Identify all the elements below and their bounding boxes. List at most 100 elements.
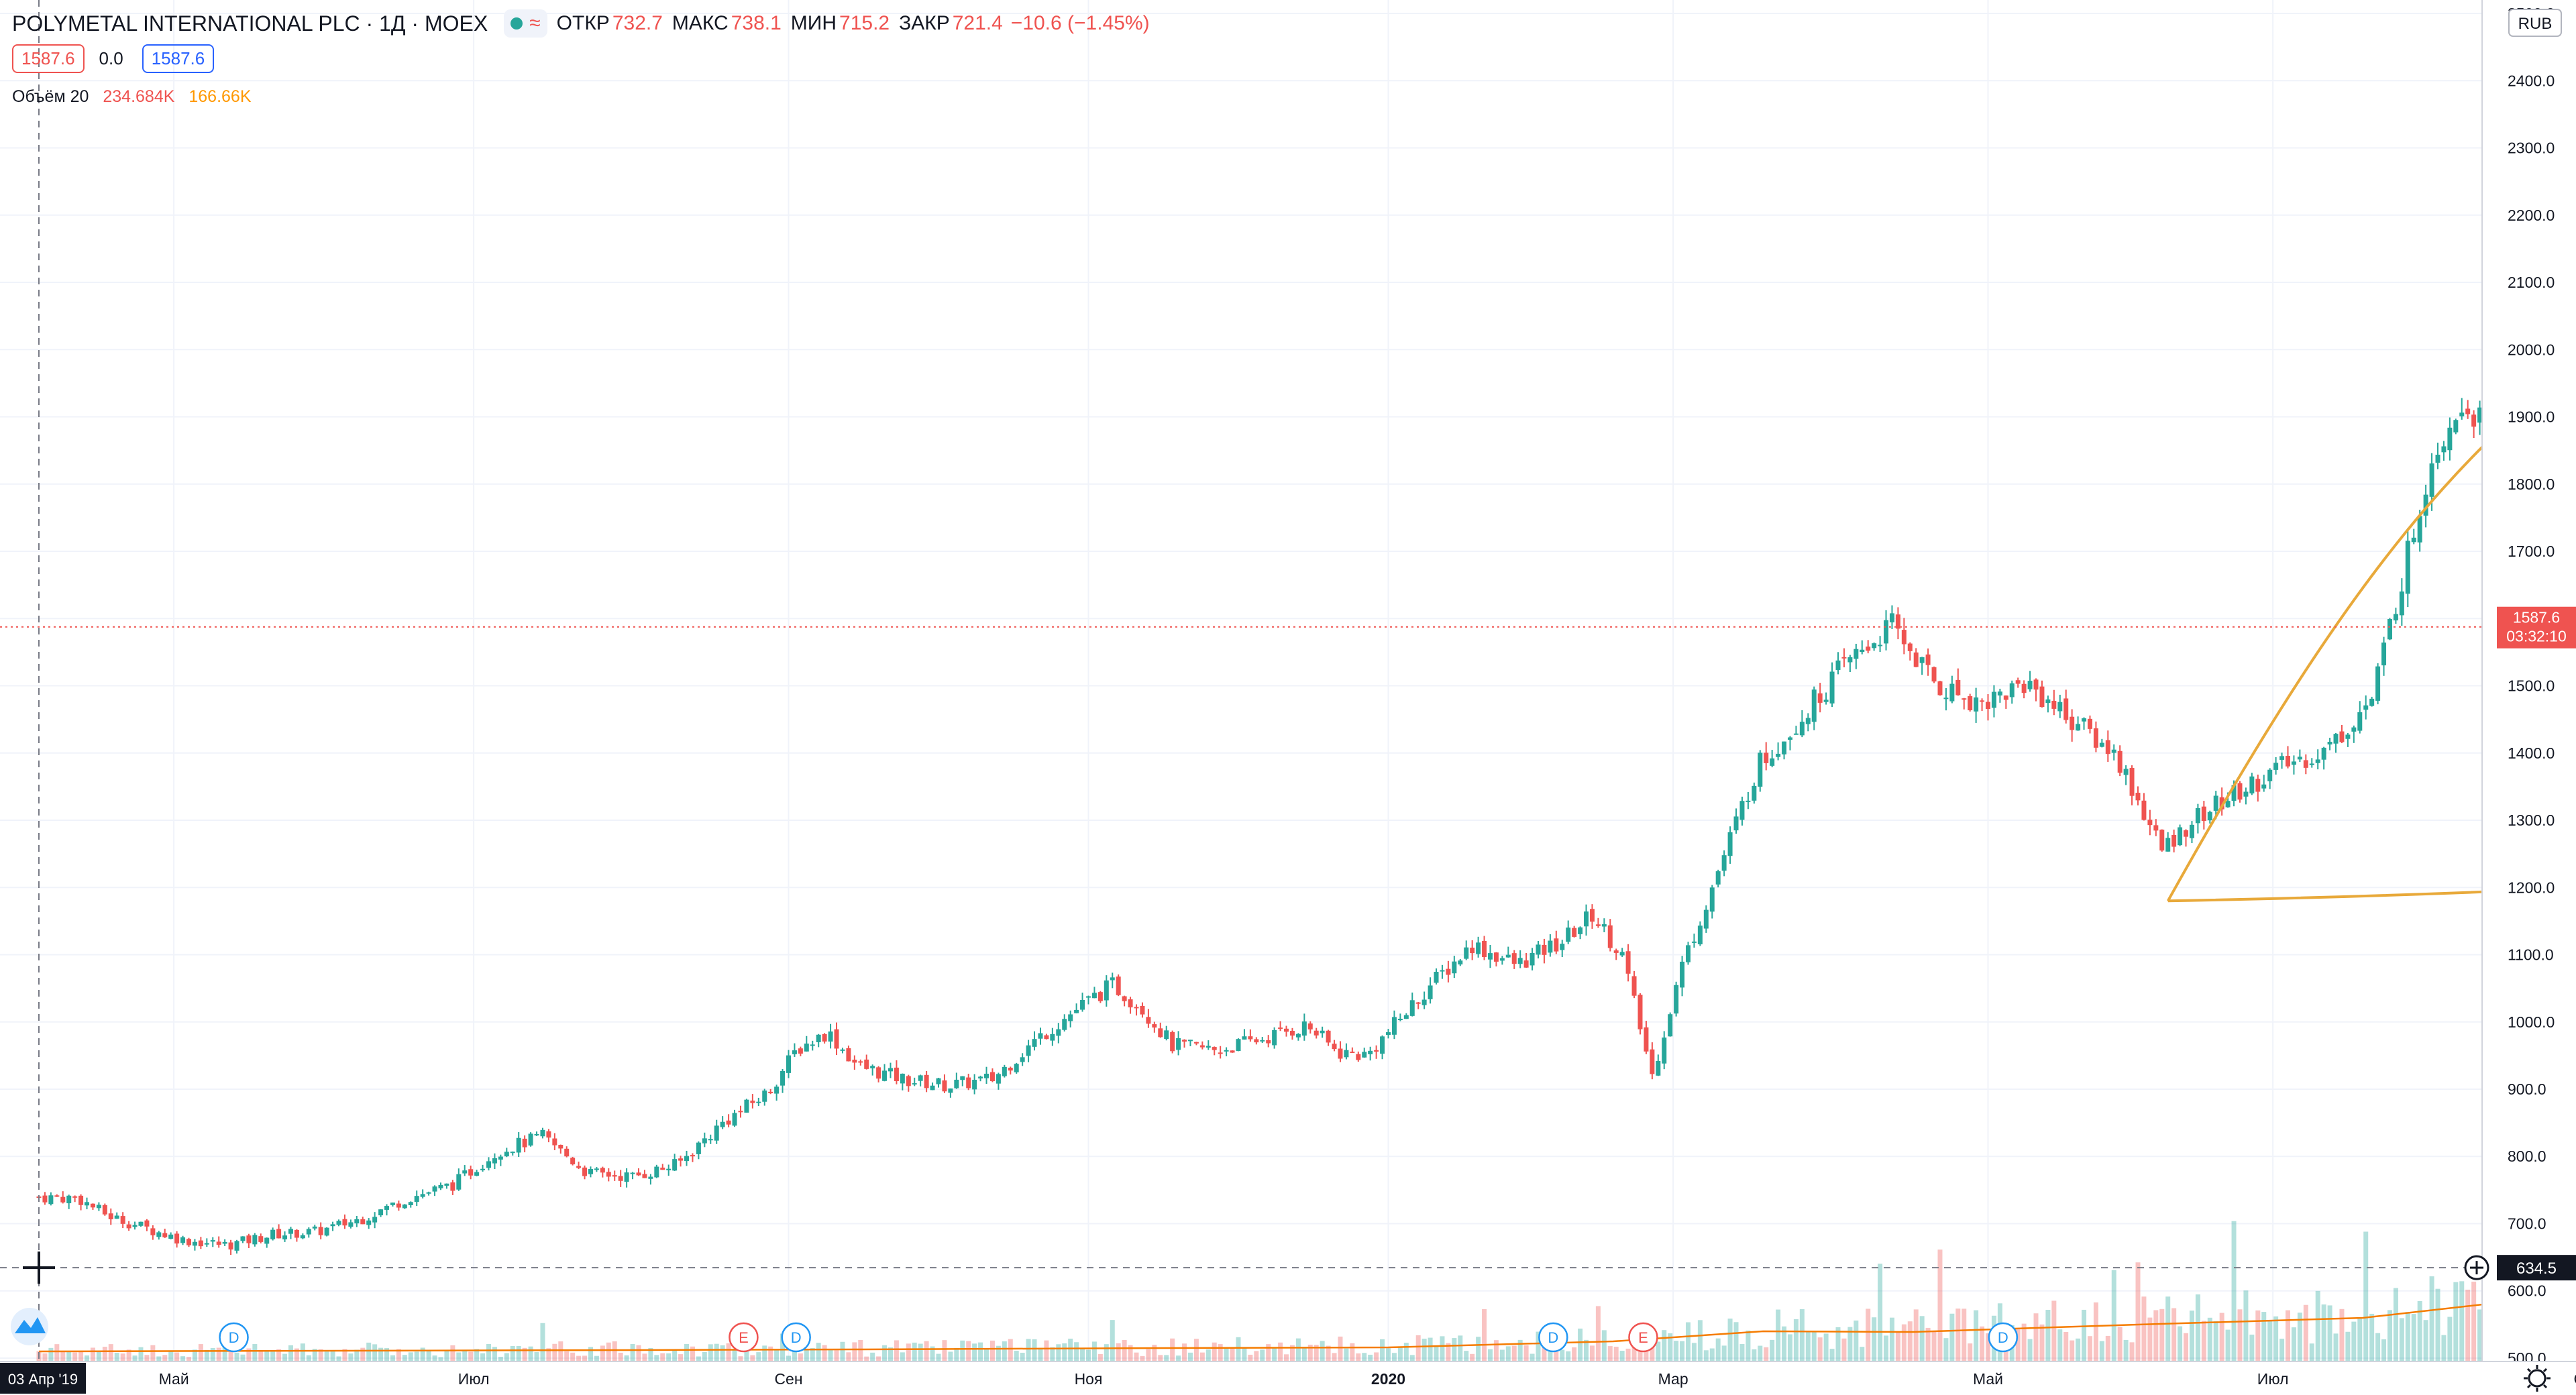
candle-body	[1332, 1044, 1337, 1050]
candle-body	[2279, 756, 2285, 760]
candle-body	[714, 1125, 719, 1141]
volume-bar	[654, 1355, 659, 1361]
volume-bar	[2339, 1308, 2345, 1361]
volume-legend[interactable]: Объём 20 234.684K 166.66K	[12, 87, 252, 107]
candle-body	[1091, 993, 1097, 999]
candle-body	[1566, 928, 1571, 942]
high-value: 738.1	[731, 12, 782, 34]
candle-body	[660, 1167, 665, 1170]
candle-body	[2303, 760, 2308, 768]
tradingview-logo[interactable]	[11, 1308, 48, 1345]
volume-bar	[1793, 1319, 1799, 1361]
volume-bar	[1320, 1341, 1325, 1361]
candle-body	[1164, 1030, 1169, 1040]
volume-bar	[2111, 1270, 2116, 1361]
volume-bar	[1986, 1333, 1990, 1361]
drawings[interactable]	[2166, 89, 2576, 903]
candle-body	[1517, 958, 1523, 964]
earnings-marker[interactable]	[729, 1322, 759, 1353]
candle-body	[162, 1233, 168, 1237]
candle-body	[2057, 702, 2063, 712]
volume-bar	[1470, 1353, 1475, 1361]
volume-bar	[1968, 1343, 1973, 1361]
volume-bar	[768, 1346, 773, 1361]
volume-bar	[1080, 1347, 1085, 1361]
volume-bar	[1176, 1355, 1181, 1361]
volume-bar	[1224, 1347, 1229, 1361]
candle-body	[648, 1176, 653, 1179]
volume-bar	[240, 1354, 246, 1361]
volume-bar	[2351, 1321, 2357, 1361]
volume-bar	[780, 1333, 786, 1361]
volume-bar	[888, 1347, 893, 1361]
dividend-marker[interactable]	[219, 1322, 249, 1353]
candle-body	[1284, 1028, 1289, 1032]
candle-body	[1140, 1005, 1145, 1015]
candle-body	[1289, 1031, 1295, 1036]
candle-body	[330, 1224, 335, 1227]
volume-bar	[2070, 1340, 2075, 1361]
price-axis[interactable]	[2482, 0, 2576, 1361]
dividend-marker[interactable]	[1538, 1322, 1568, 1353]
sell-price-button[interactable]: 1587.6	[12, 44, 85, 73]
candle-body	[972, 1080, 977, 1090]
dividend-marker[interactable]	[1988, 1322, 2019, 1353]
volume-bar	[1578, 1328, 1583, 1361]
candle-body	[672, 1159, 678, 1171]
time-axis[interactable]	[0, 1361, 2576, 1395]
price-tick-label: 1500.0	[2508, 677, 2555, 695]
volume-bar	[1050, 1347, 1055, 1361]
candle-body	[432, 1186, 437, 1192]
volume-bar	[102, 1347, 107, 1361]
volume-bar	[132, 1355, 138, 1361]
volume-bar	[1260, 1349, 1265, 1361]
settings-button[interactable]	[2524, 1365, 2551, 1392]
candle-body	[1674, 985, 1679, 1014]
volume-bar	[2333, 1333, 2339, 1361]
volume-bar	[996, 1345, 1001, 1361]
dividend-marker[interactable]	[781, 1322, 811, 1353]
event-markers[interactable]: DEDDEDEDEE	[219, 1322, 2576, 1353]
candle-body	[2105, 740, 2110, 755]
candle-body	[1607, 925, 1613, 948]
candle-body	[552, 1138, 557, 1146]
candle-body	[1631, 976, 1637, 996]
volume-bar	[1362, 1353, 1367, 1361]
volume-bar	[1889, 1317, 1894, 1361]
candle-body	[888, 1068, 893, 1072]
candle-body	[882, 1070, 888, 1081]
volume-bar	[1338, 1336, 1343, 1361]
volume-bar	[612, 1341, 617, 1361]
symbol-title[interactable]: POLYMETAL INTERNATIONAL PLC · 1Д · MOEX	[12, 11, 488, 36]
forecast-curve-upper[interactable]	[2166, 89, 2576, 902]
price-tick-label: 1100.0	[2508, 946, 2554, 964]
earnings-marker[interactable]	[1628, 1322, 1658, 1353]
candle-body	[2039, 686, 2045, 708]
candle-body	[270, 1229, 276, 1239]
candle-body	[2117, 750, 2123, 773]
candle-body	[1128, 999, 1133, 1008]
price-tick-label: 2300.0	[2508, 140, 2555, 157]
candle-body	[576, 1166, 582, 1168]
volume-bar	[1566, 1351, 1571, 1361]
volume-bar	[1589, 1345, 1595, 1361]
candle-body	[708, 1139, 713, 1141]
candle-body	[1680, 961, 1685, 988]
dividend-marker-label: D	[1998, 1329, 2008, 1346]
low-label: МИН	[790, 12, 837, 34]
volume-bar	[264, 1350, 270, 1361]
candle-body	[360, 1219, 366, 1225]
candle-body	[2387, 619, 2392, 640]
currency-badge[interactable]: RUB	[2508, 9, 2562, 37]
market-status-badge[interactable]: ≈	[504, 9, 547, 38]
volume-bar	[2219, 1313, 2224, 1361]
candle-body	[2033, 679, 2039, 690]
candle-body	[678, 1158, 684, 1161]
time-tick-label: Июл	[458, 1370, 490, 1388]
volume-bar	[1289, 1345, 1295, 1361]
candle-body	[750, 1101, 755, 1103]
add-alert-button[interactable]	[2464, 1255, 2489, 1280]
buy-price-button[interactable]: 1587.6	[142, 44, 215, 73]
volume-bar	[1272, 1347, 1277, 1361]
